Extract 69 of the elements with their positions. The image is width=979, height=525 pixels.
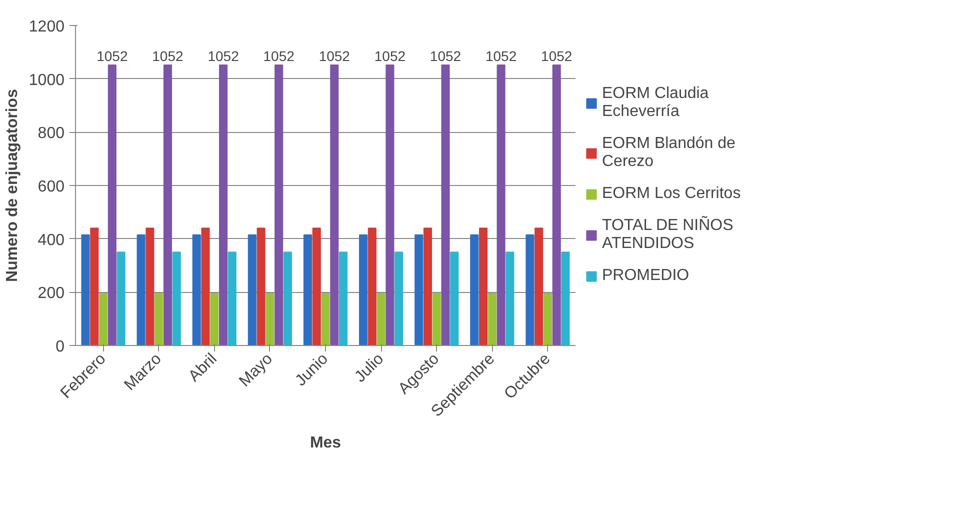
y-tick-label: 0 (56, 338, 65, 356)
bar (192, 234, 201, 346)
bar (526, 234, 534, 346)
bar (368, 228, 376, 346)
bar (394, 252, 404, 346)
data-label: 1052 (541, 48, 572, 64)
data-label: 1052 (374, 48, 406, 64)
bar (441, 64, 450, 346)
bar (283, 252, 292, 346)
bar (210, 293, 219, 346)
bar (256, 228, 266, 346)
bar (552, 64, 561, 346)
y-tick-label: 400 (38, 232, 65, 249)
bar (248, 234, 256, 346)
data-label: 1052 (430, 48, 462, 64)
bar (266, 293, 274, 346)
y-tick-label: 600 (38, 178, 65, 196)
bar (116, 252, 126, 346)
data-label: 1052 (96, 48, 128, 64)
bar (479, 228, 488, 346)
bar (219, 64, 228, 346)
bar (303, 234, 312, 346)
y-tick-label: 800 (38, 125, 65, 142)
legend-label: TOTAL DE NIÑOS ATENDIDOS (602, 217, 734, 253)
data-label: 1052 (208, 48, 240, 64)
legend-label: EORM Blandón de Cerezo (602, 135, 736, 171)
bar (339, 252, 348, 346)
x-tick-label: Julio (352, 350, 388, 386)
bar (330, 64, 339, 346)
y-axis-title: Numero de enjuagatorios (4, 88, 21, 282)
y-tick-label: 1200 (28, 18, 65, 36)
bar (534, 228, 544, 346)
bar (506, 252, 514, 346)
bar (108, 64, 116, 346)
bar (561, 252, 570, 346)
bar (228, 252, 236, 346)
bar (201, 228, 210, 346)
bar (432, 293, 441, 346)
bar (274, 64, 284, 346)
bar (136, 234, 146, 346)
bar (312, 228, 321, 346)
bar (81, 234, 90, 346)
bar (488, 293, 496, 346)
bar (386, 64, 394, 346)
legend-label: EORM Los Cerritos (602, 185, 741, 203)
legend-label: EORM Claudia Echeverría (602, 85, 709, 121)
bar (496, 64, 506, 346)
data-label: 1052 (485, 48, 517, 64)
bar (359, 234, 368, 346)
bar (414, 234, 424, 346)
data-label: 1052 (263, 48, 295, 64)
bar (154, 293, 164, 346)
bar (163, 64, 172, 346)
bar (470, 234, 479, 346)
legend-label: PROMEDIO (602, 267, 690, 285)
bar (543, 293, 552, 346)
bar (172, 252, 181, 346)
data-label: 1052 (318, 48, 350, 64)
y-tick-label: 200 (38, 285, 65, 302)
bar (146, 228, 154, 346)
bar (99, 293, 108, 346)
bar (90, 228, 99, 346)
bar (321, 293, 330, 346)
bar (423, 228, 432, 346)
data-label: 1052 (152, 48, 184, 64)
bar (450, 252, 459, 346)
y-tick-label: 1000 (28, 72, 65, 89)
x-axis-title: Mes (310, 434, 342, 452)
bar (376, 293, 386, 346)
